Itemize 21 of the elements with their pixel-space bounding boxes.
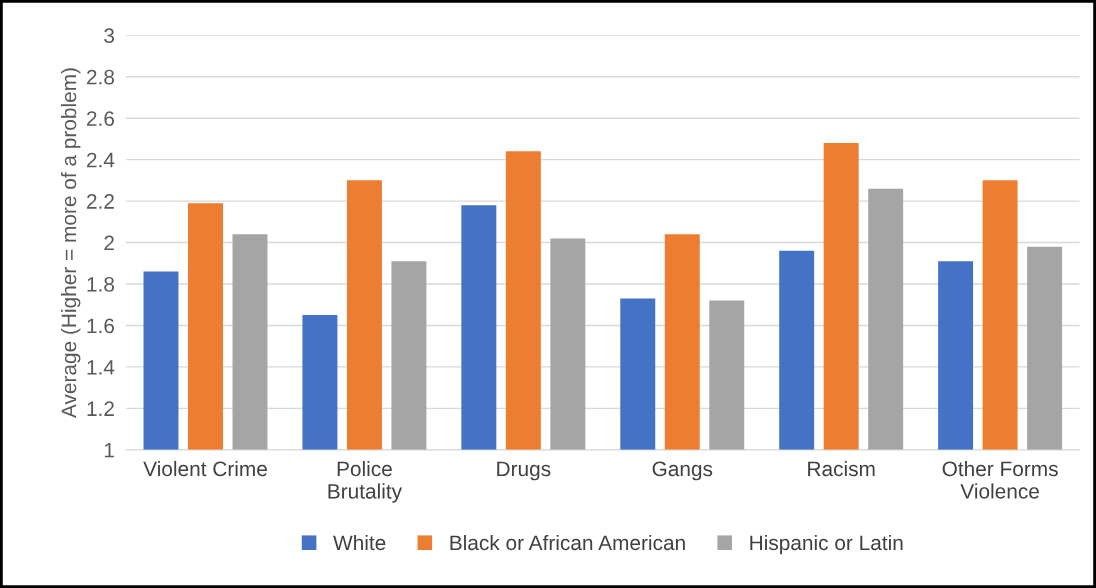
y-tick-label: 2.4 — [87, 152, 115, 168]
x-tick-label: Violent Crime — [143, 460, 267, 477]
y-tick-label: 1 — [104, 443, 114, 458]
y-tick-label: 2.6 — [87, 111, 115, 126]
legend-label: White — [333, 534, 386, 551]
x-tick-label: Drugs — [497, 461, 551, 481]
y-tick-label: 3 — [104, 28, 115, 44]
y-axis-title: Average (Higher = more of a problem) — [60, 68, 81, 419]
x-tick-label: Racism — [808, 460, 875, 477]
y-tick-label: 2.2 — [87, 194, 114, 209]
legend-label: Hispanic or Latin — [750, 534, 903, 555]
y-tick-label: 1.4 — [87, 360, 115, 375]
y-tick-label: 2.8 — [87, 69, 115, 85]
x-tick-label: Police Brutality — [328, 460, 403, 503]
y-tick-label: 1.2 — [87, 401, 114, 416]
x-tick-label: Other Forms Violence — [942, 460, 1058, 499]
legend-label: Black or African American — [450, 534, 685, 551]
y-tick-label: 1.6 — [87, 318, 115, 334]
x-tick-label: Gangs — [652, 461, 713, 481]
y-tick-label: 2 — [104, 235, 114, 251]
y-tick-label: 1.8 — [87, 277, 115, 292]
